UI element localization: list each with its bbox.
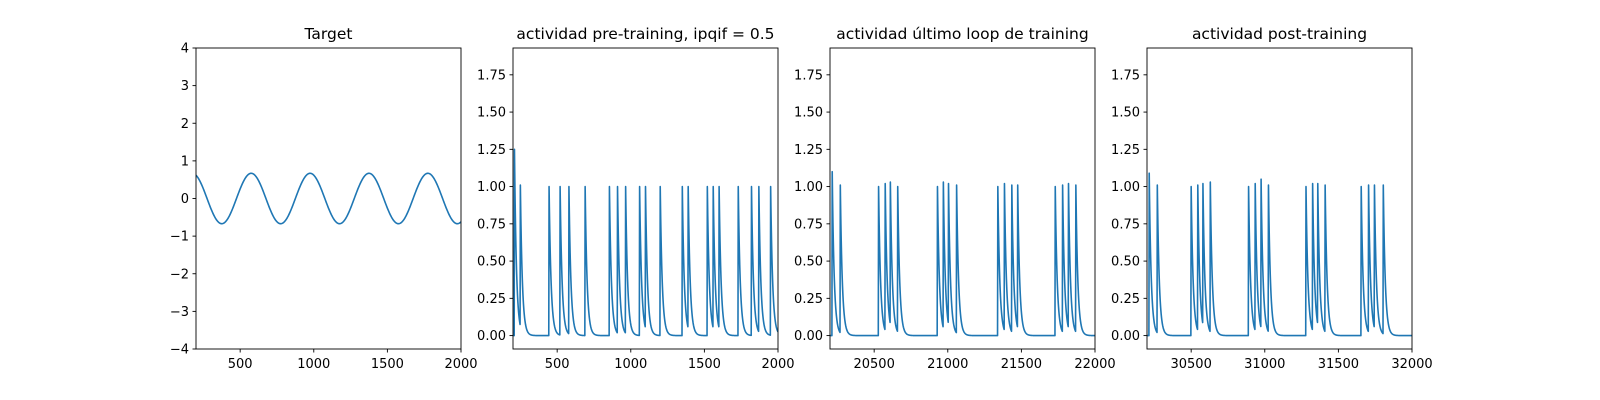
x-tick-label: 2000 xyxy=(444,357,477,372)
y-tick-label: 0.00 xyxy=(1111,329,1140,344)
y-tick-label: −4 xyxy=(170,343,189,358)
x-tick-label: 30500 xyxy=(1170,357,1211,372)
y-tick-label: 1.50 xyxy=(794,106,823,121)
y-tick-label: 0.25 xyxy=(477,292,506,307)
panel-title: Target xyxy=(304,25,353,43)
series-line xyxy=(830,170,1095,337)
y-tick-label: −2 xyxy=(170,267,189,282)
y-tick-label: 1.25 xyxy=(794,143,823,158)
x-tick-label: 1500 xyxy=(371,357,404,372)
y-tick-label: 0.75 xyxy=(794,217,823,232)
y-tick-label: 4 xyxy=(181,42,189,57)
y-tick-label: 0.00 xyxy=(794,329,823,344)
y-tick-label: 1.75 xyxy=(794,68,823,83)
x-tick-label: 21500 xyxy=(1001,357,1042,372)
x-tick-label: 2000 xyxy=(761,357,794,372)
y-tick-label: 1.25 xyxy=(477,143,506,158)
panel-title: actividad post-training xyxy=(1192,25,1367,43)
y-tick-label: 1 xyxy=(181,154,189,169)
x-tick-label: 1000 xyxy=(614,357,647,372)
y-tick-label: 1.50 xyxy=(1111,106,1140,121)
x-tick-label: 31000 xyxy=(1244,357,1285,372)
y-tick-label: 1.00 xyxy=(1111,180,1140,195)
y-tick-label: 0.50 xyxy=(1111,255,1140,270)
y-tick-label: 0.75 xyxy=(1111,217,1140,232)
y-tick-label: 1.25 xyxy=(1111,143,1140,158)
y-tick-label: 1.50 xyxy=(477,106,506,121)
y-tick-label: 1.75 xyxy=(477,68,506,83)
x-tick-label: 500 xyxy=(545,357,570,372)
series-line xyxy=(196,172,461,225)
y-tick-label: 3 xyxy=(181,79,189,94)
y-tick-label: 0.50 xyxy=(794,255,823,270)
axes-frame xyxy=(1146,47,1413,350)
x-tick-label: 20500 xyxy=(853,357,894,372)
y-tick-label: 0 xyxy=(181,192,189,207)
y-tick-label: 1.00 xyxy=(794,180,823,195)
y-tick-label: 0.75 xyxy=(477,217,506,232)
panel-title: actividad pre-training, ipqif = 0.5 xyxy=(516,25,774,43)
y-tick-label: −3 xyxy=(170,305,189,320)
y-tick-label: 2 xyxy=(181,117,189,132)
x-tick-label: 1000 xyxy=(297,357,330,372)
panel-title: actividad último loop de training xyxy=(836,25,1088,43)
y-tick-label: 1.00 xyxy=(477,180,506,195)
y-tick-label: 0.00 xyxy=(477,329,506,344)
x-tick-label: 32000 xyxy=(1391,357,1432,372)
y-tick-label: 0.25 xyxy=(1111,292,1140,307)
series-line xyxy=(1147,172,1412,337)
x-tick-label: 22000 xyxy=(1074,357,1115,372)
y-tick-label: 0.50 xyxy=(477,255,506,270)
series-line xyxy=(513,148,778,337)
axes-frame xyxy=(512,47,779,350)
x-tick-label: 1500 xyxy=(688,357,721,372)
panel-4: 30500 31000 31500 32000 0.00 0.25 0.50 0.75 1.00… xyxy=(1111,25,1433,372)
x-tick-label: 21000 xyxy=(927,357,968,372)
x-tick-label: 31500 xyxy=(1318,357,1359,372)
y-tick-label: 1.75 xyxy=(1111,68,1140,83)
y-tick-label: −1 xyxy=(170,230,189,245)
panel-1: 500 1000 1500 2000 −4 −3 −2 −1 0 1 2 3 4 Target xyxy=(170,25,478,372)
y-tick-label: 0.25 xyxy=(794,292,823,307)
panel-2: 500 1000 1500 2000 0.00 0.25 0.50 0.75 1.00 1.25 1… xyxy=(477,25,795,372)
x-tick-label: 500 xyxy=(228,357,253,372)
panel-3: 20500 21000 21500 22000 0.00 0.25 0.50 0.75 1.00… xyxy=(794,25,1116,372)
axes-frame xyxy=(829,47,1096,350)
